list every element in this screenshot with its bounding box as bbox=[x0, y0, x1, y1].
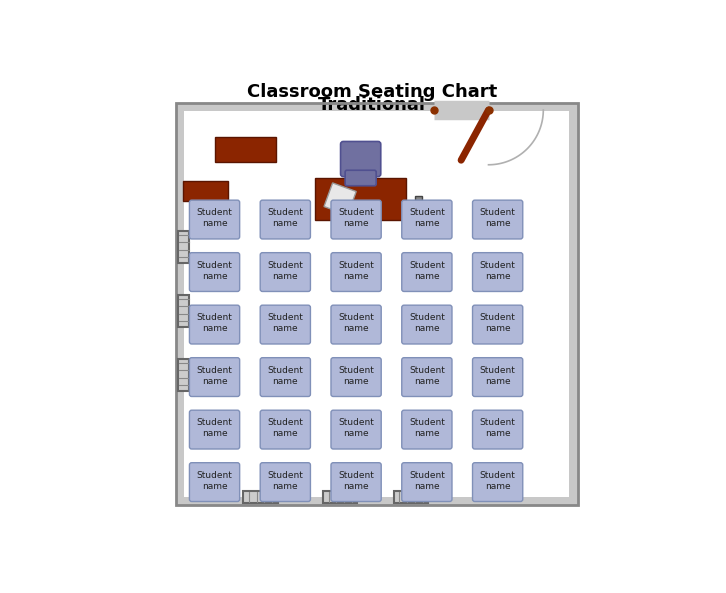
FancyBboxPatch shape bbox=[345, 170, 376, 186]
FancyBboxPatch shape bbox=[331, 410, 381, 449]
FancyBboxPatch shape bbox=[473, 463, 523, 502]
FancyBboxPatch shape bbox=[179, 359, 189, 391]
Text: Student
name: Student name bbox=[197, 313, 232, 333]
FancyBboxPatch shape bbox=[243, 491, 277, 503]
FancyBboxPatch shape bbox=[176, 103, 578, 505]
Polygon shape bbox=[324, 183, 356, 215]
Text: Student
name: Student name bbox=[197, 471, 232, 491]
Text: Student
name: Student name bbox=[480, 366, 515, 386]
Text: Student
name: Student name bbox=[409, 471, 445, 491]
Text: Student
name: Student name bbox=[338, 208, 374, 228]
FancyBboxPatch shape bbox=[189, 253, 240, 292]
FancyBboxPatch shape bbox=[179, 231, 189, 263]
FancyBboxPatch shape bbox=[179, 295, 189, 327]
FancyBboxPatch shape bbox=[260, 200, 311, 239]
Text: Student
name: Student name bbox=[267, 208, 303, 228]
Text: Student
name: Student name bbox=[338, 418, 374, 438]
FancyBboxPatch shape bbox=[189, 410, 240, 449]
Text: Student
name: Student name bbox=[480, 261, 515, 280]
Text: Student
name: Student name bbox=[409, 418, 445, 438]
FancyBboxPatch shape bbox=[401, 200, 452, 239]
Text: Student
name: Student name bbox=[267, 418, 303, 438]
FancyBboxPatch shape bbox=[323, 491, 357, 503]
FancyBboxPatch shape bbox=[331, 358, 381, 397]
FancyBboxPatch shape bbox=[260, 305, 311, 344]
FancyBboxPatch shape bbox=[331, 253, 381, 292]
FancyBboxPatch shape bbox=[331, 463, 381, 502]
FancyBboxPatch shape bbox=[401, 358, 452, 397]
FancyBboxPatch shape bbox=[315, 178, 407, 219]
FancyBboxPatch shape bbox=[473, 253, 523, 292]
FancyBboxPatch shape bbox=[184, 111, 569, 497]
FancyBboxPatch shape bbox=[260, 253, 311, 292]
Text: Student
name: Student name bbox=[338, 366, 374, 386]
FancyBboxPatch shape bbox=[260, 358, 311, 397]
Text: Student
name: Student name bbox=[267, 261, 303, 280]
FancyBboxPatch shape bbox=[331, 305, 381, 344]
Text: Student
name: Student name bbox=[267, 471, 303, 491]
FancyBboxPatch shape bbox=[340, 142, 380, 177]
Text: Classroom Seating Chart: Classroom Seating Chart bbox=[247, 82, 497, 101]
Text: Student
name: Student name bbox=[197, 208, 232, 228]
FancyBboxPatch shape bbox=[331, 200, 381, 239]
FancyBboxPatch shape bbox=[182, 181, 228, 201]
Text: Student
name: Student name bbox=[409, 261, 445, 280]
FancyBboxPatch shape bbox=[260, 463, 311, 502]
FancyBboxPatch shape bbox=[189, 358, 240, 397]
Text: Student
name: Student name bbox=[338, 471, 374, 491]
FancyBboxPatch shape bbox=[401, 253, 452, 292]
FancyBboxPatch shape bbox=[393, 491, 428, 503]
Text: Student
name: Student name bbox=[267, 313, 303, 333]
FancyBboxPatch shape bbox=[401, 410, 452, 449]
Text: Student
name: Student name bbox=[338, 313, 374, 333]
Text: Student
name: Student name bbox=[409, 208, 445, 228]
Text: Student
name: Student name bbox=[267, 366, 303, 386]
Text: Traditional: Traditional bbox=[318, 96, 426, 114]
Text: Student
name: Student name bbox=[480, 471, 515, 491]
Text: Student
name: Student name bbox=[197, 261, 232, 280]
FancyBboxPatch shape bbox=[473, 410, 523, 449]
Text: Student
name: Student name bbox=[338, 261, 374, 280]
FancyBboxPatch shape bbox=[401, 305, 452, 344]
FancyBboxPatch shape bbox=[189, 463, 240, 502]
Text: Student
name: Student name bbox=[480, 418, 515, 438]
FancyBboxPatch shape bbox=[260, 410, 311, 449]
Text: Student
name: Student name bbox=[197, 366, 232, 386]
Text: Student
name: Student name bbox=[197, 418, 232, 438]
FancyBboxPatch shape bbox=[401, 463, 452, 502]
Text: Student
name: Student name bbox=[409, 313, 445, 333]
Text: Student
name: Student name bbox=[480, 313, 515, 333]
Text: Student
name: Student name bbox=[409, 366, 445, 386]
FancyBboxPatch shape bbox=[189, 305, 240, 344]
FancyBboxPatch shape bbox=[473, 200, 523, 239]
FancyBboxPatch shape bbox=[415, 196, 422, 203]
Text: Student
name: Student name bbox=[480, 208, 515, 228]
FancyBboxPatch shape bbox=[473, 358, 523, 397]
FancyBboxPatch shape bbox=[189, 200, 240, 239]
FancyBboxPatch shape bbox=[215, 138, 276, 162]
FancyBboxPatch shape bbox=[473, 305, 523, 344]
